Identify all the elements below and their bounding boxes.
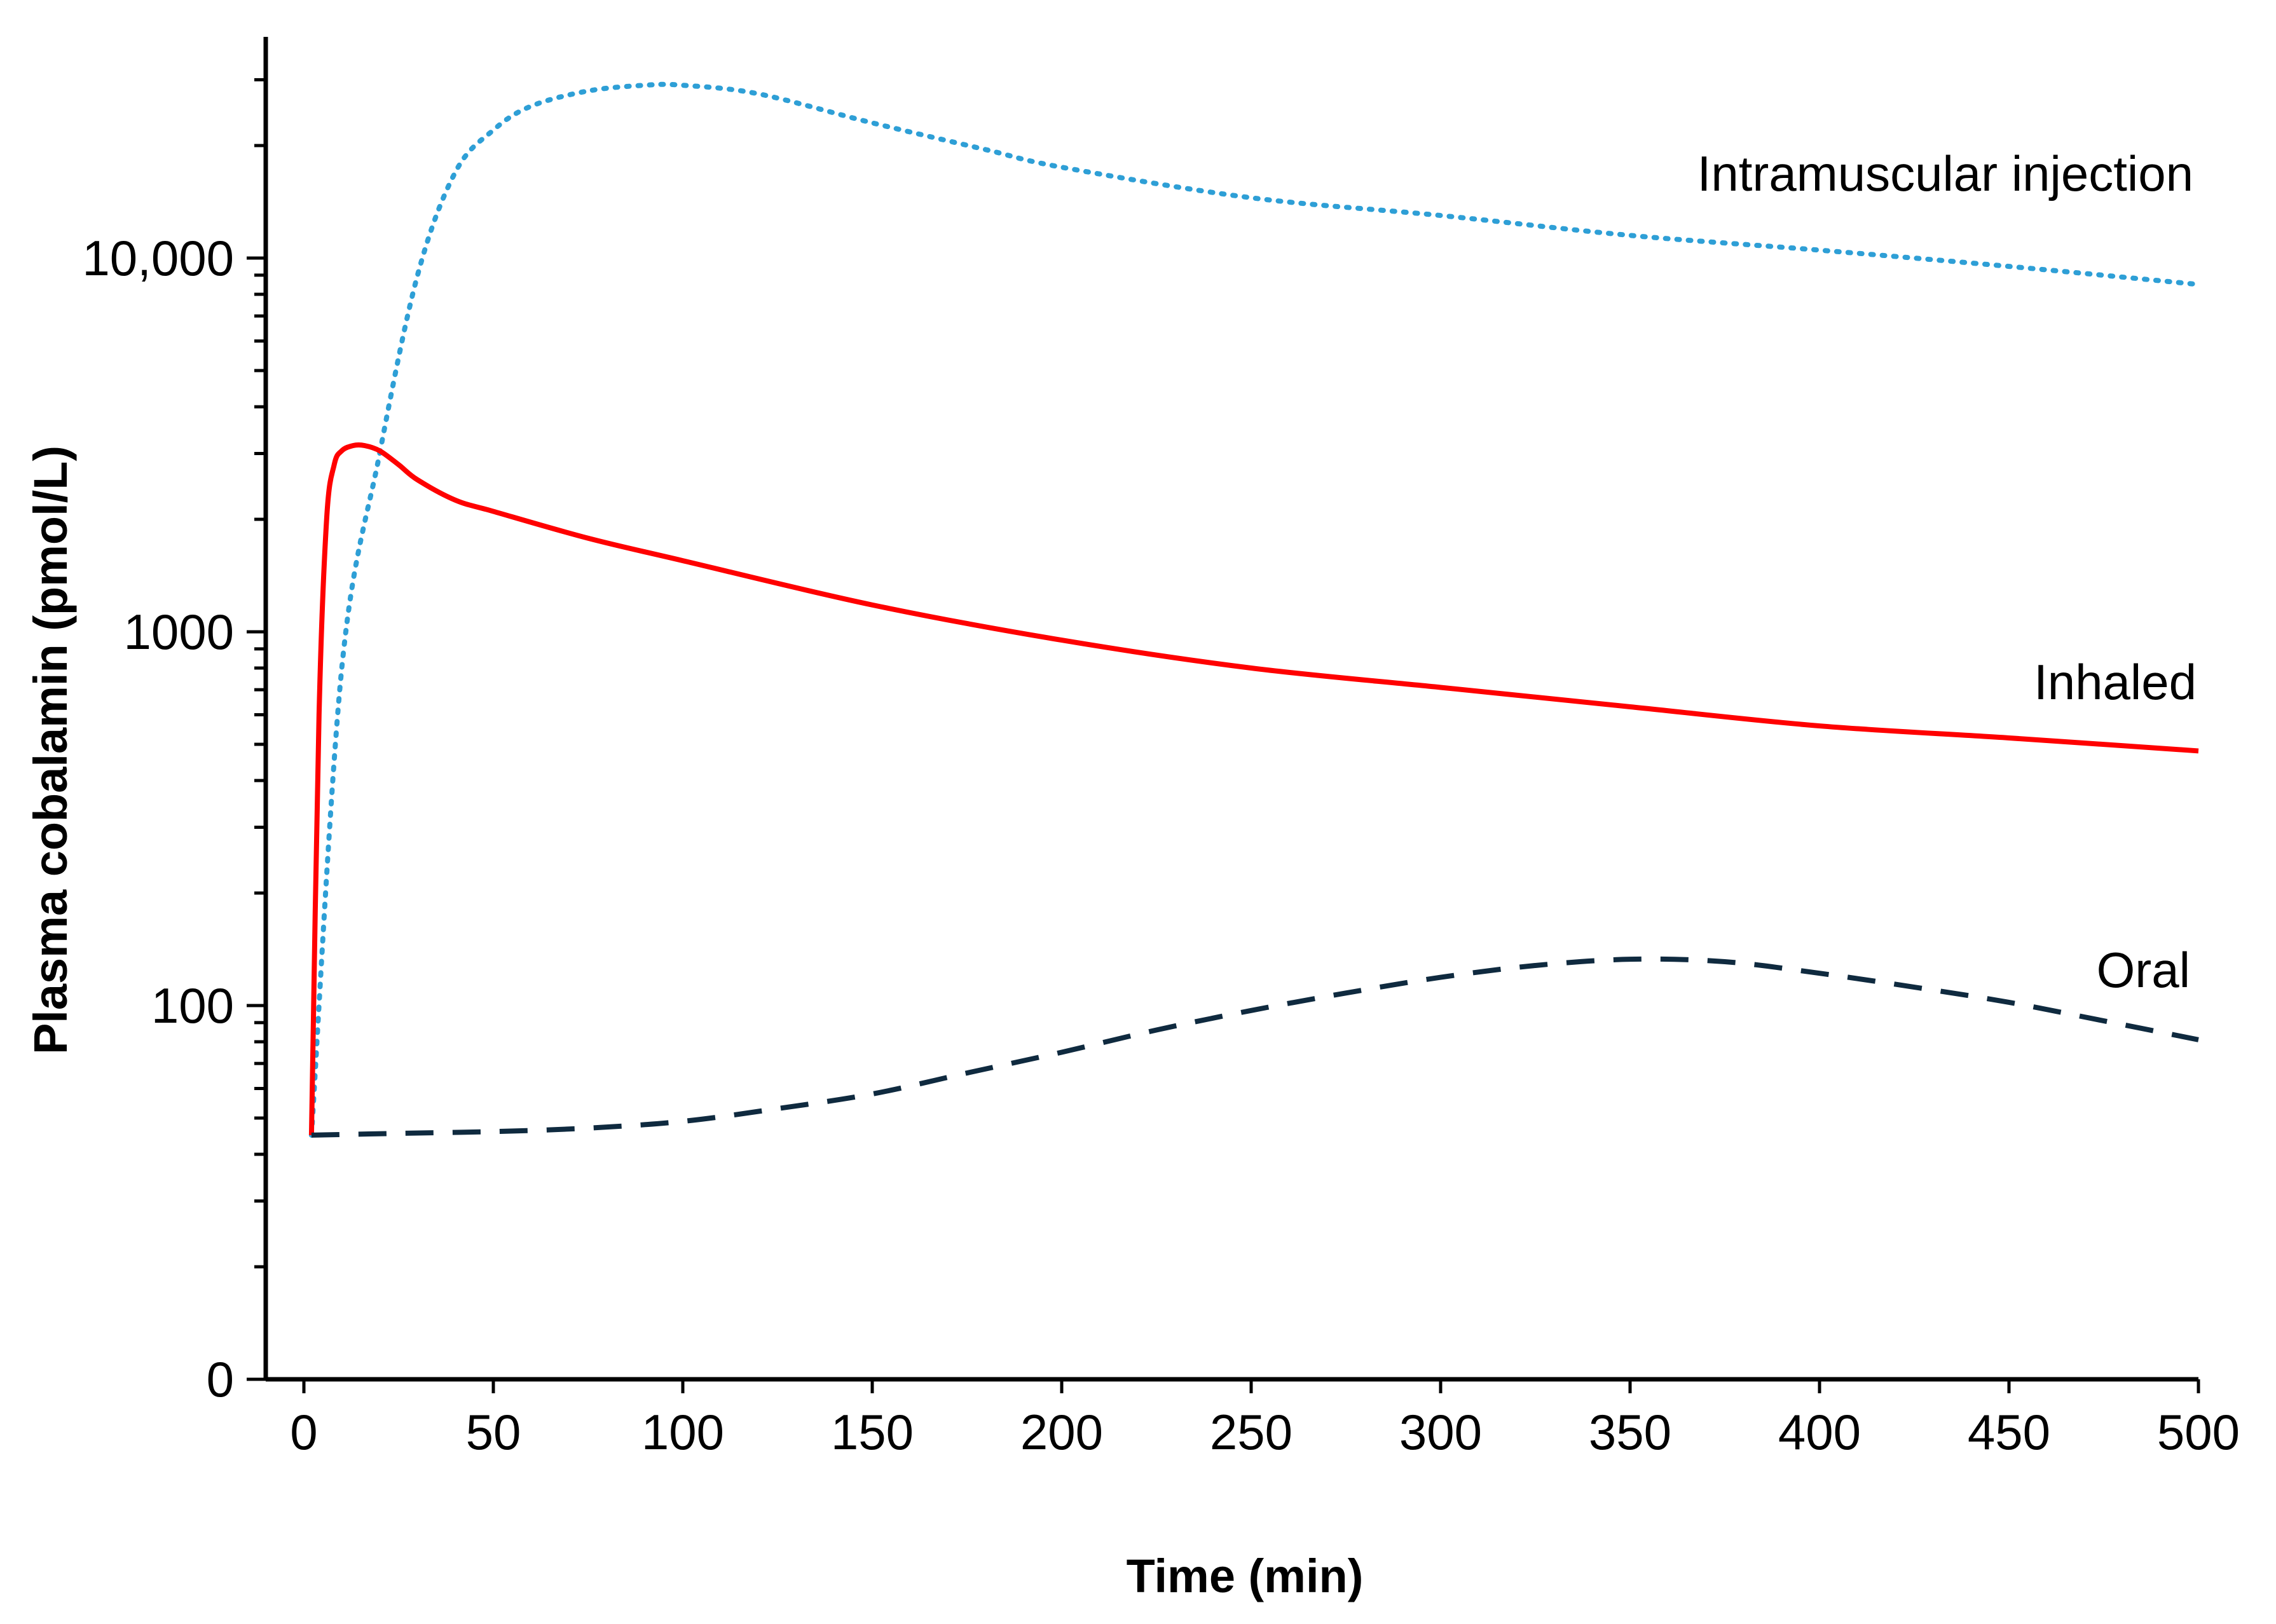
series-label-intramuscular-injection: Intramuscular injection (1697, 146, 2193, 201)
series-label-inhaled: Inhaled (2034, 654, 2197, 710)
series-line-intramuscular-injection (308, 81, 2201, 1138)
series-layer (308, 81, 2201, 1138)
x-tick-label: 0 (290, 1404, 317, 1460)
x-tick-label: 400 (1778, 1404, 1861, 1460)
axes: 0 50 100 150 200 250 300 350 400 450 500 0 100 1000 10… (24, 37, 2240, 1602)
x-tick-label: 150 (831, 1404, 914, 1460)
series-line-oral (311, 956, 2199, 1138)
labels-layer: Intramuscular injection Inhaled Oral (1697, 146, 2197, 998)
y-tick-label: 0 (207, 1351, 234, 1407)
x-tick-label: 100 (641, 1404, 724, 1460)
x-tick-label: 500 (2157, 1404, 2240, 1460)
y-tick-label: 1000 (123, 604, 234, 660)
y-axis-title: Plasma cobalamin (pmol/L) (24, 446, 77, 1054)
x-tick-label: 50 (466, 1404, 521, 1460)
series-line-inhaled (308, 442, 2199, 1135)
x-tick-label: 250 (1210, 1404, 1292, 1460)
y-tick-label: 10,000 (82, 230, 234, 286)
x-tick-label: 200 (1020, 1404, 1103, 1460)
series-label-oral: Oral (2097, 942, 2190, 998)
y-tick-label: 100 (151, 978, 234, 1034)
x-tick-label: 300 (1399, 1404, 1482, 1460)
x-tick-label: 450 (1968, 1404, 2050, 1460)
x-axis-title: Time (min) (1127, 1550, 1364, 1602)
x-tick-label: 350 (1589, 1404, 1671, 1460)
